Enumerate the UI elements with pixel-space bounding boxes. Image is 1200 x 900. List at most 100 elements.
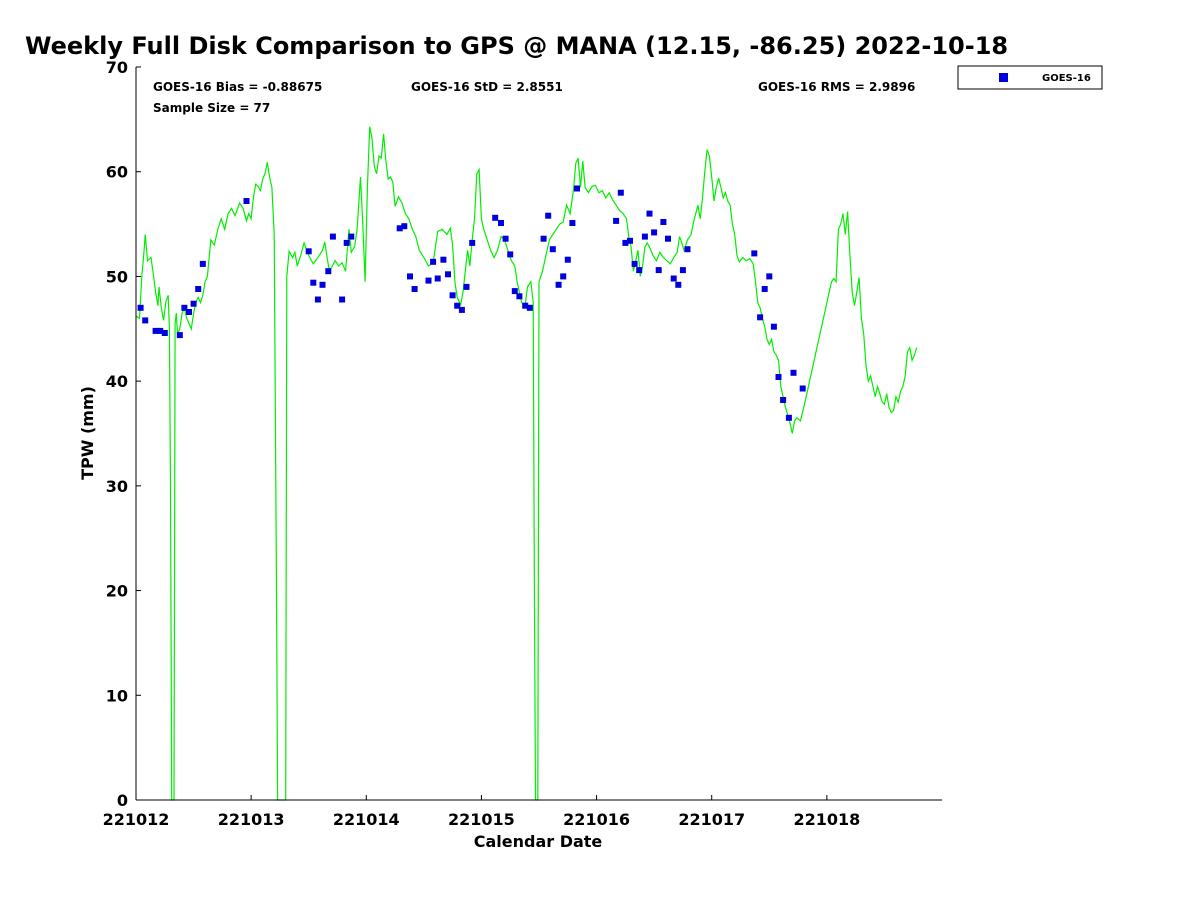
goes-16-point bbox=[790, 369, 797, 376]
goes-16-point bbox=[314, 296, 321, 303]
y-tick-label: 20 bbox=[106, 582, 128, 601]
goes-16-point bbox=[780, 397, 787, 403]
legend-label-goes-16: GOES-16 bbox=[1042, 73, 1091, 84]
goes-16-point bbox=[775, 374, 782, 380]
sample-size-stat: Sample Size = 77 bbox=[153, 101, 270, 115]
goes-16-point bbox=[407, 273, 413, 280]
y-tick-label: 50 bbox=[106, 267, 128, 286]
goes-16-point bbox=[751, 250, 758, 257]
goes-16-point bbox=[142, 317, 149, 324]
goes-16-point bbox=[569, 220, 576, 226]
goes-16-point bbox=[243, 198, 250, 204]
x-tick-label: 221017 bbox=[678, 810, 745, 829]
goes-16-point bbox=[679, 267, 686, 274]
plot-area: 0 10 20 30 40 50 60 70 221012 221013 221014 221015… bbox=[103, 58, 942, 829]
goes-16-point bbox=[343, 239, 350, 246]
x-tick-label: 221016 bbox=[563, 810, 630, 829]
goes-16-point bbox=[511, 288, 518, 295]
goes-16-point bbox=[319, 281, 326, 288]
goes-16-point bbox=[498, 220, 504, 226]
goes-16-point bbox=[310, 279, 317, 286]
goes-16-point bbox=[507, 251, 514, 258]
goes-16-point bbox=[425, 277, 432, 284]
legend-marker-goes-16 bbox=[999, 73, 1008, 82]
goes-16-point bbox=[651, 229, 658, 236]
legend: GOES-16 bbox=[957, 65, 1103, 90]
goes-16-point bbox=[454, 302, 461, 309]
goes-16-point bbox=[655, 267, 662, 274]
goes-16-point bbox=[560, 273, 567, 280]
goes-16-point bbox=[348, 233, 355, 240]
y-tick-label: 40 bbox=[106, 372, 128, 391]
goes-16-point bbox=[564, 256, 571, 263]
goes-16-point bbox=[799, 385, 806, 392]
x-tick-label: 221013 bbox=[218, 810, 285, 829]
y-ticks: 0 10 20 30 40 50 60 70 bbox=[106, 58, 141, 810]
goes-16-point bbox=[636, 267, 643, 274]
legend-box bbox=[957, 65, 1103, 90]
goes-16-point bbox=[785, 414, 792, 421]
goes-16-point bbox=[646, 210, 653, 217]
goes-16-point bbox=[157, 327, 164, 334]
x-tick-label: 221015 bbox=[448, 810, 515, 829]
y-axis-label: TPW (mm) bbox=[78, 386, 97, 480]
goes-16-point bbox=[137, 304, 144, 311]
chart-title: Weekly Full Disk Comparison to GPS @ MAN… bbox=[25, 32, 1008, 60]
goes-16-point bbox=[195, 286, 202, 292]
goes-16-point bbox=[329, 233, 336, 240]
gps-series bbox=[135, 126, 918, 801]
y-tick-label: 30 bbox=[106, 477, 128, 496]
goes-16-point bbox=[186, 309, 192, 315]
goes-16-point bbox=[526, 304, 533, 311]
goes-16-point bbox=[176, 332, 183, 339]
goes-16-point bbox=[631, 260, 638, 267]
goes-16-point bbox=[675, 281, 682, 288]
y-tick-label: 0 bbox=[117, 791, 128, 810]
goes-16-point bbox=[401, 223, 408, 230]
goes-16-point bbox=[339, 296, 346, 303]
x-tick-label: 221012 bbox=[103, 810, 170, 829]
goes-16-point bbox=[411, 286, 418, 292]
goes-16-point bbox=[613, 217, 620, 224]
goes-16-point bbox=[458, 306, 465, 313]
goes-16-point bbox=[617, 189, 624, 196]
goes-16-point bbox=[199, 260, 206, 267]
goes-16-point bbox=[434, 275, 441, 282]
y-tick-label: 10 bbox=[106, 686, 128, 705]
goes-16-point bbox=[502, 235, 509, 242]
x-axis-label: Calendar Date bbox=[474, 832, 603, 851]
goes-16-point bbox=[449, 292, 456, 299]
goes-16-point bbox=[152, 327, 159, 334]
goes-16-point bbox=[181, 304, 188, 311]
goes-16-point bbox=[430, 258, 437, 265]
goes-16-point bbox=[766, 273, 773, 280]
gps-line bbox=[135, 126, 918, 801]
goes-16-point bbox=[770, 323, 777, 330]
goes-16-point bbox=[522, 302, 529, 309]
goes-16-point bbox=[492, 214, 499, 221]
goes-16-point bbox=[161, 330, 168, 336]
goes-16-point bbox=[622, 239, 629, 246]
goes-16-series bbox=[137, 185, 806, 421]
goes-16-point bbox=[665, 235, 671, 242]
goes-16-point bbox=[641, 233, 648, 240]
goes-16-point bbox=[761, 286, 768, 292]
x-ticks: 221012 221013 221014 221015 221016 221017 2210… bbox=[103, 795, 860, 829]
goes-16-point bbox=[516, 293, 523, 300]
goes-16-point bbox=[757, 314, 764, 321]
goes-16-point bbox=[396, 225, 403, 232]
goes-16-point bbox=[540, 235, 547, 242]
goes-16-point bbox=[445, 271, 451, 278]
goes-16-point bbox=[684, 246, 691, 253]
goes-16-point bbox=[627, 237, 633, 244]
bias-stat: GOES-16 Bias = -0.88675 bbox=[153, 80, 322, 94]
y-tick-label: 70 bbox=[106, 58, 128, 77]
goes-16-point bbox=[469, 239, 476, 246]
goes-16-point bbox=[574, 185, 580, 192]
goes-16-point bbox=[440, 256, 447, 263]
goes-16-point bbox=[305, 248, 312, 255]
goes-16-point bbox=[325, 268, 332, 275]
goes-16-point bbox=[660, 219, 667, 225]
goes-16-point bbox=[555, 281, 562, 288]
x-tick-label: 221018 bbox=[793, 810, 860, 829]
